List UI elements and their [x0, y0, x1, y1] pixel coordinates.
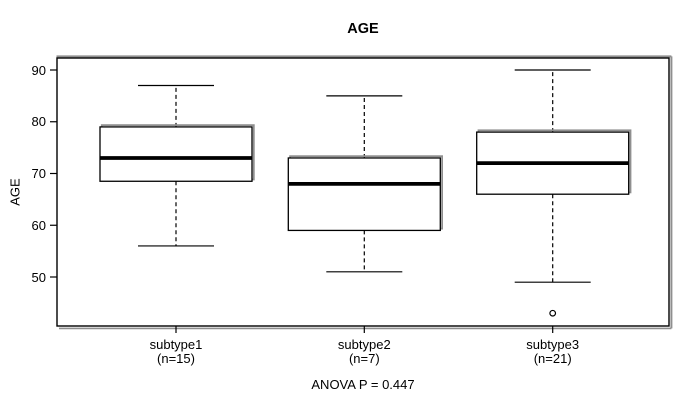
- group-n: (n=21): [533, 350, 572, 366]
- group-n: (n=15): [157, 350, 195, 366]
- group-name: subtype2: [337, 337, 391, 352]
- group-n: (n=7): [348, 350, 380, 366]
- group-name: subtype3: [526, 337, 580, 352]
- y-tick-label: 50: [31, 269, 46, 285]
- chart-title: AGE: [347, 21, 379, 37]
- y-tick-label: 80: [31, 114, 46, 130]
- y-axis-label: AGE: [7, 178, 23, 206]
- x-group-label: subtype3 (n=21): [493, 338, 613, 365]
- y-tick-label: 60: [31, 217, 46, 233]
- x-group-label: subtype1 (n=15): [116, 338, 236, 365]
- group-name: subtype1: [149, 337, 203, 352]
- y-tick-label: 90: [31, 62, 46, 78]
- x-group-label: subtype2 (n=7): [304, 338, 424, 365]
- anova-footnote: ANOVA P = 0.447: [311, 377, 415, 392]
- y-tick-label: 70: [31, 166, 46, 181]
